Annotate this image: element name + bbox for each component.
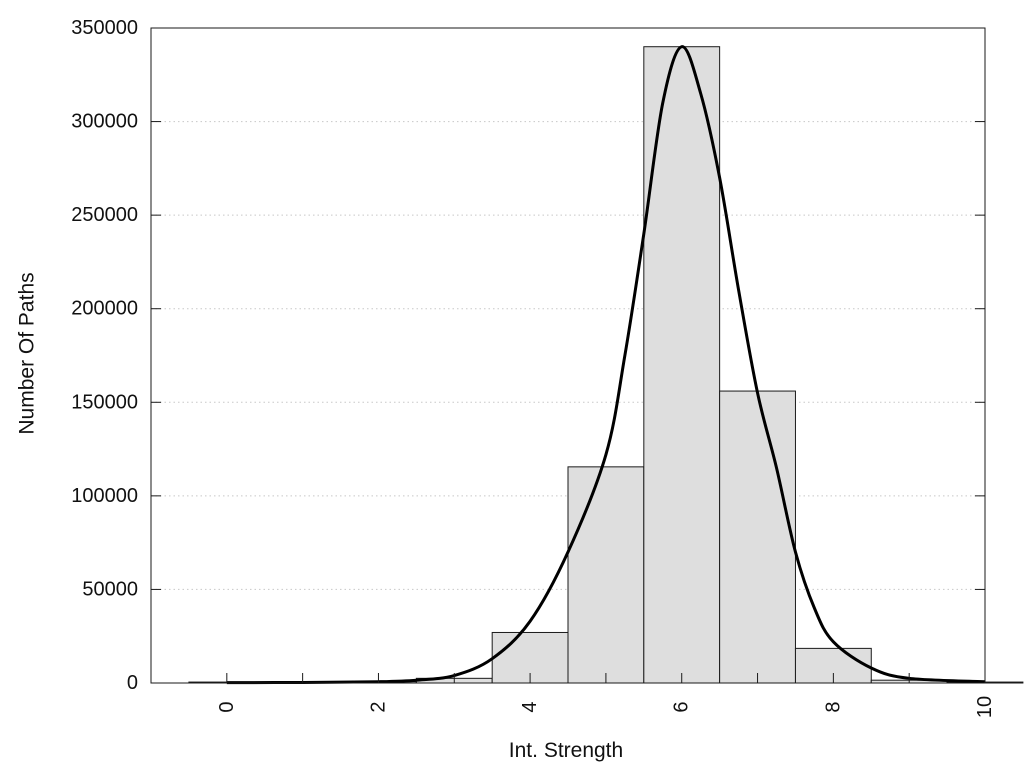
y-tick-label: 50000	[82, 578, 138, 600]
x-tick-label: 10	[974, 696, 996, 718]
x-tick-label: 6	[671, 701, 693, 712]
y-tick-label: 300000	[71, 111, 138, 133]
histogram-bar	[643, 46, 721, 684]
histogram-bar	[567, 466, 645, 684]
y-tick-label: 100000	[71, 485, 138, 507]
y-tick-label: 200000	[71, 298, 138, 320]
plot-frame	[150, 27, 986, 684]
y-axis: 0 50000 100000 150000 200000 250000 300000 3500…	[71, 17, 985, 694]
fit-curve	[226, 45, 986, 685]
y-tick-label: 150000	[71, 391, 138, 413]
y-tick-label: 350000	[71, 17, 138, 39]
x-axis: 0 2 4 6 8 10	[216, 673, 996, 718]
y-tick-label: 250000	[71, 204, 138, 226]
x-tick-label: 0	[216, 701, 238, 712]
histogram-bar	[719, 390, 796, 684]
histogram-bars	[188, 46, 1024, 684]
fit-curve-line	[226, 45, 986, 685]
y-tick-label: 0	[127, 672, 138, 694]
x-tick-label: 4	[519, 701, 541, 712]
x-axis-label: Int. Strength	[509, 739, 623, 762]
y-axis-label: Number Of Paths	[16, 272, 39, 434]
x-tick-label: 2	[367, 701, 389, 712]
x-tick-label: 8	[822, 701, 844, 712]
